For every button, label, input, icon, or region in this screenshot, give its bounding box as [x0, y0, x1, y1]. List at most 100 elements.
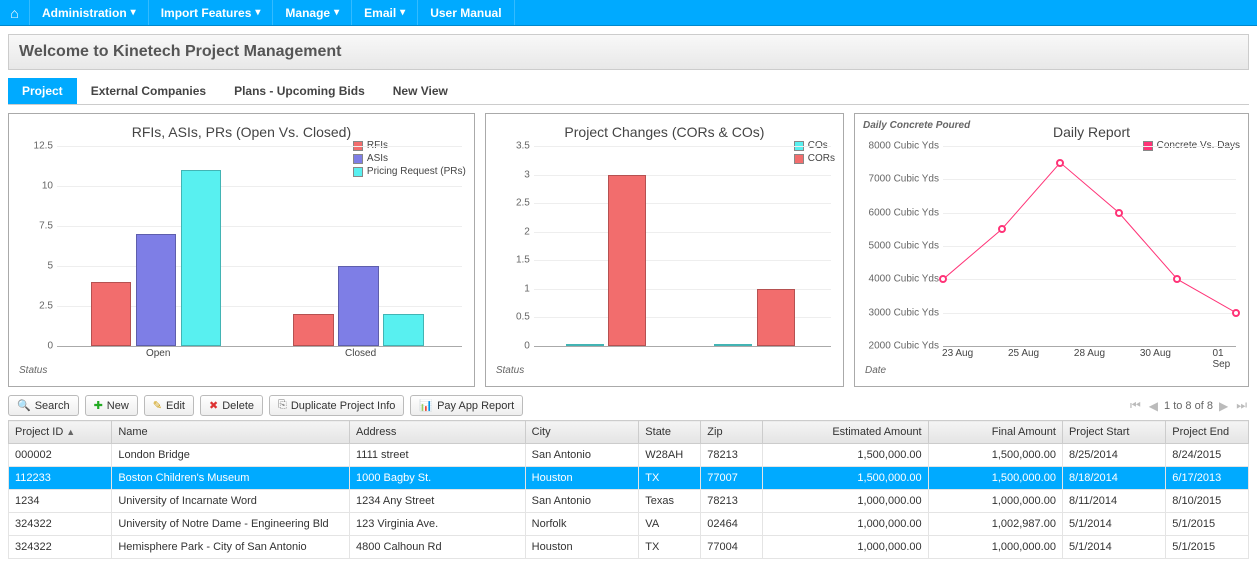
ytick: 5 — [47, 261, 53, 272]
edit-button[interactable]: ✎Edit — [144, 395, 194, 416]
bar — [136, 234, 176, 346]
cell: 6/17/2013 — [1166, 467, 1249, 490]
column-project-end[interactable]: Project End — [1166, 421, 1249, 444]
chart2-area: 00.511.522.533.5 Status — [494, 146, 835, 376]
home-icon[interactable]: ⌂ — [0, 0, 30, 25]
column-estimated-amount[interactable]: Estimated Amount — [763, 421, 928, 444]
chart1-area: 02.557.51012.5 OpenClosed Status — [17, 146, 466, 376]
table-row[interactable]: 112233Boston Children's Museum1000 Bagby… — [9, 467, 1249, 490]
column-project-id[interactable]: Project ID▲ — [9, 421, 112, 444]
chart3-title: Daily Report — [943, 124, 1240, 140]
cell: 02464 — [701, 513, 763, 536]
delete-label: Delete — [222, 400, 254, 412]
column-final-amount[interactable]: Final Amount — [928, 421, 1062, 444]
cell: 324322 — [9, 513, 112, 536]
bar — [181, 170, 221, 346]
cell: 1,500,000.00 — [763, 467, 928, 490]
new-label: New — [107, 400, 129, 412]
cell: London Bridge — [112, 444, 350, 467]
delete-icon: ✖ — [209, 399, 218, 412]
column-project-start[interactable]: Project Start — [1062, 421, 1165, 444]
tab-external-companies[interactable]: External Companies — [77, 78, 220, 104]
pager-first-icon[interactable]: ⏮ — [1128, 398, 1143, 413]
cell: VA — [639, 513, 701, 536]
ytick: 1 — [524, 283, 530, 294]
chart-daily-panel: Daily Concrete Poured Daily Report Concr… — [854, 113, 1249, 387]
sort-asc-icon: ▲ — [66, 427, 75, 437]
line-point — [1056, 159, 1064, 167]
bar — [757, 289, 795, 346]
pager-text: 1 to 8 of 8 — [1164, 400, 1213, 412]
projects-table: Project ID▲NameAddressCityStateZipEstima… — [8, 420, 1249, 559]
pager-next-icon[interactable]: ▶ — [1217, 399, 1230, 413]
table-row[interactable]: 000002London Bridge1111 streetSan Antoni… — [9, 444, 1249, 467]
ytick: 2 — [524, 226, 530, 237]
table-row[interactable]: 1234University of Incarnate Word1234 Any… — [9, 490, 1249, 513]
pager: ⏮ ◀ 1 to 8 of 8 ▶ ⏭ — [1128, 398, 1249, 413]
column-name[interactable]: Name — [112, 421, 350, 444]
cell: San Antonio — [525, 490, 639, 513]
table-row[interactable]: 324322University of Notre Dame - Enginee… — [9, 513, 1249, 536]
xlabel: 01 Sep — [1212, 348, 1230, 370]
chevron-down-icon: ▾ — [255, 7, 260, 18]
cell: TX — [639, 467, 701, 490]
column-state[interactable]: State — [639, 421, 701, 444]
column-zip[interactable]: Zip — [701, 421, 763, 444]
new-button[interactable]: ✚New — [85, 395, 138, 416]
cell: 77004 — [701, 536, 763, 559]
cell: 78213 — [701, 490, 763, 513]
cell: San Antonio — [525, 444, 639, 467]
table-row[interactable]: 324322Hemisphere Park - City of San Anto… — [9, 536, 1249, 559]
xlabel: 30 Aug — [1140, 348, 1171, 359]
cell: 1,000,000.00 — [928, 536, 1062, 559]
chart2-title: Project Changes (CORs & COs) — [494, 124, 835, 140]
payapp-button[interactable]: 📊 Pay App Report — [410, 395, 523, 416]
cell: 324322 — [9, 536, 112, 559]
cell: 8/11/2014 — [1062, 490, 1165, 513]
pager-last-icon[interactable]: ⏭ — [1234, 398, 1249, 413]
nav-administration[interactable]: Administration▾ — [30, 0, 149, 25]
ytick: 0.5 — [516, 312, 530, 323]
ytick: 6000 Cubic Yds — [869, 207, 939, 218]
chart3-subtitle: Daily Concrete Poured — [863, 120, 970, 131]
edit-label: Edit — [166, 400, 185, 412]
cell: Boston Children's Museum — [112, 467, 350, 490]
payapp-label: Pay App Report — [437, 400, 514, 412]
search-button[interactable]: 🔍Search — [8, 395, 79, 416]
cell: University of Notre Dame - Engineering B… — [112, 513, 350, 536]
cell: Houston — [525, 467, 639, 490]
chart-changes-panel: Project Changes (CORs & COs) COsCORs 00.… — [485, 113, 844, 387]
chart-rfis-panel: RFIs, ASIs, PRs (Open Vs. Closed) RFIsAS… — [8, 113, 475, 387]
bar — [566, 344, 604, 346]
tab-new-view[interactable]: New View — [379, 78, 462, 104]
cell: 1,002,987.00 — [928, 513, 1062, 536]
cell: 1234 Any Street — [349, 490, 525, 513]
cell: W28AH — [639, 444, 701, 467]
delete-button[interactable]: ✖ Delete — [200, 395, 263, 416]
bar — [91, 282, 131, 346]
page-title: Welcome to Kinetech Project Management — [8, 34, 1249, 70]
chart1-title: RFIs, ASIs, PRs (Open Vs. Closed) — [17, 124, 466, 140]
ytick: 2.5 — [516, 198, 530, 209]
chart1-axis-label: Status — [19, 365, 47, 376]
nav-manage[interactable]: Manage▾ — [273, 0, 352, 25]
cell: 000002 — [9, 444, 112, 467]
cell: 1,500,000.00 — [928, 467, 1062, 490]
chevron-down-icon: ▾ — [400, 7, 405, 18]
cell: 1234 — [9, 490, 112, 513]
column-city[interactable]: City — [525, 421, 639, 444]
nav-user-manual[interactable]: User Manual — [418, 0, 514, 25]
nav-email[interactable]: Email▾ — [352, 0, 418, 25]
bar — [293, 314, 333, 346]
report-icon: 📊 — [419, 399, 433, 412]
cell: Houston — [525, 536, 639, 559]
tab-plans-upcoming-bids[interactable]: Plans - Upcoming Bids — [220, 78, 379, 104]
nav-import-features[interactable]: Import Features▾ — [149, 0, 274, 25]
pager-prev-icon[interactable]: ◀ — [1147, 399, 1160, 413]
ytick: 3 — [524, 169, 530, 180]
grid-toolbar: 🔍Search ✚New ✎Edit ✖ Delete ⎘Duplicate Pr… — [8, 395, 1249, 416]
tab-project[interactable]: Project — [8, 78, 77, 104]
column-address[interactable]: Address — [349, 421, 525, 444]
ytick: 3000 Cubic Yds — [869, 307, 939, 318]
duplicate-button[interactable]: ⎘Duplicate Project Info — [269, 395, 404, 416]
